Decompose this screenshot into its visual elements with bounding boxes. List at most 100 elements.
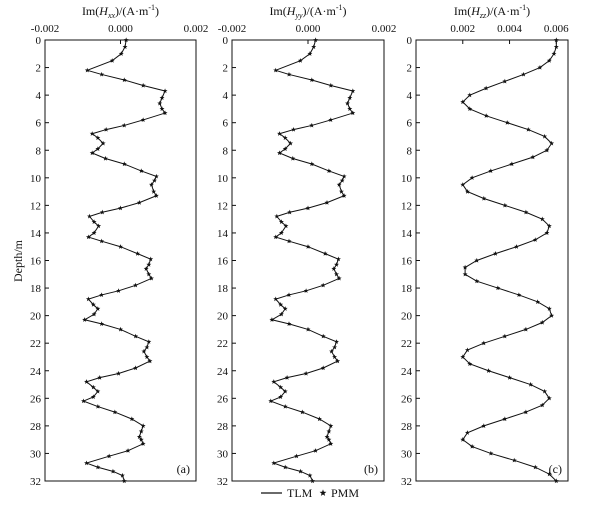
- y-tick-label: 2: [407, 63, 413, 75]
- star-marker: [335, 358, 341, 364]
- star-marker: [309, 77, 315, 83]
- star-marker: [271, 460, 277, 466]
- y-tick-label: 20: [217, 311, 229, 323]
- star-marker: [542, 133, 548, 139]
- star-marker: [488, 450, 494, 456]
- star-marker: [332, 354, 338, 360]
- y-tick-label: 14: [30, 228, 42, 240]
- y-tick-label: 14: [217, 228, 229, 240]
- y-tick-label: 32: [217, 476, 228, 488]
- star-marker: [123, 37, 129, 43]
- star-marker: [106, 453, 112, 459]
- y-tick-label: 0: [223, 35, 229, 47]
- y-tick-label: 30: [30, 448, 42, 460]
- y-tick-label: 6: [223, 118, 229, 130]
- y-tick-label: 12: [401, 200, 412, 212]
- star-marker: [469, 443, 475, 449]
- star-marker: [336, 275, 342, 281]
- star-marker: [324, 200, 330, 205]
- legend-label-pmm: PMM: [331, 486, 359, 500]
- star-marker: [278, 302, 284, 307]
- plot-frame: [415, 39, 569, 482]
- star-marker: [310, 478, 316, 484]
- star-marker: [336, 182, 342, 187]
- star-marker: [502, 416, 508, 422]
- x-tick-label: 0.002: [372, 23, 397, 35]
- star-marker: [516, 292, 522, 298]
- star-marker: [320, 282, 326, 288]
- star-marker: [95, 388, 101, 394]
- star-marker: [341, 193, 347, 198]
- star-marker: [90, 384, 96, 390]
- star-marker: [157, 100, 163, 106]
- y-tick-label: 4: [407, 90, 413, 102]
- star-marker: [99, 321, 105, 326]
- star-marker: [148, 256, 154, 262]
- y-tick-label: 16: [217, 256, 229, 268]
- star-marker: [324, 434, 330, 439]
- star-marker: [144, 344, 150, 350]
- star-marker: [125, 448, 131, 453]
- star-marker: [116, 288, 122, 293]
- star-marker: [539, 216, 545, 222]
- star-marker: [521, 71, 527, 77]
- star-marker: [89, 131, 95, 136]
- y-tick-label: 20: [30, 311, 42, 323]
- star-marker: [118, 244, 123, 249]
- y-tick-label: 22: [401, 338, 412, 350]
- star-marker: [322, 251, 328, 256]
- y-tick-label: 22: [30, 338, 41, 350]
- star-marker: [273, 234, 279, 240]
- y-tick-label: 12: [217, 200, 228, 212]
- y-tick-label: 28: [401, 421, 413, 433]
- star-marker: [89, 150, 95, 156]
- star-marker: [469, 175, 475, 180]
- star-marker: [551, 51, 557, 56]
- star-marker: [159, 106, 165, 112]
- star-marker: [136, 200, 142, 205]
- legend: TLM PMM: [261, 486, 359, 500]
- star-marker: [539, 402, 545, 408]
- star-marker: [91, 219, 97, 225]
- y-tick-label: 8: [407, 145, 413, 157]
- star-marker: [486, 368, 491, 373]
- star-marker: [464, 188, 470, 194]
- star-marker: [144, 354, 150, 360]
- star-marker: [84, 460, 89, 466]
- star-marker: [103, 126, 109, 132]
- star-marker: [474, 278, 480, 284]
- y-tick-label: 16: [401, 256, 413, 268]
- star-marker: [288, 140, 293, 146]
- star-marker: [95, 403, 101, 409]
- star-marker: [121, 122, 127, 128]
- y-tick-label: 0: [407, 35, 413, 47]
- star-marker: [493, 251, 498, 256]
- star-marker: [297, 58, 303, 63]
- star-marker: [464, 347, 470, 353]
- star-marker: [121, 77, 127, 83]
- star-marker: [530, 154, 536, 160]
- star-marker: [148, 182, 154, 187]
- star-marker: [303, 288, 309, 293]
- star-marker: [502, 202, 508, 208]
- star-marker: [99, 209, 105, 215]
- star-marker: [507, 375, 513, 380]
- star-marker: [109, 58, 115, 63]
- star-marker: [162, 88, 168, 94]
- star-marker: [269, 317, 275, 322]
- y-tick-label: 20: [401, 311, 413, 323]
- star-marker: [311, 44, 317, 49]
- star-marker: [282, 388, 288, 394]
- y-tick-label: 12: [30, 200, 41, 212]
- y-tick-label: 10: [401, 173, 413, 185]
- star-marker: [282, 464, 288, 470]
- star-marker: [305, 244, 311, 249]
- star-marker: [514, 244, 520, 249]
- star-marker: [284, 375, 290, 380]
- star-marker: [328, 82, 334, 88]
- panel-label: (b): [364, 462, 378, 476]
- y-tick-label: 22: [217, 338, 228, 350]
- star-marker: [146, 339, 152, 344]
- star-marker: [95, 146, 101, 151]
